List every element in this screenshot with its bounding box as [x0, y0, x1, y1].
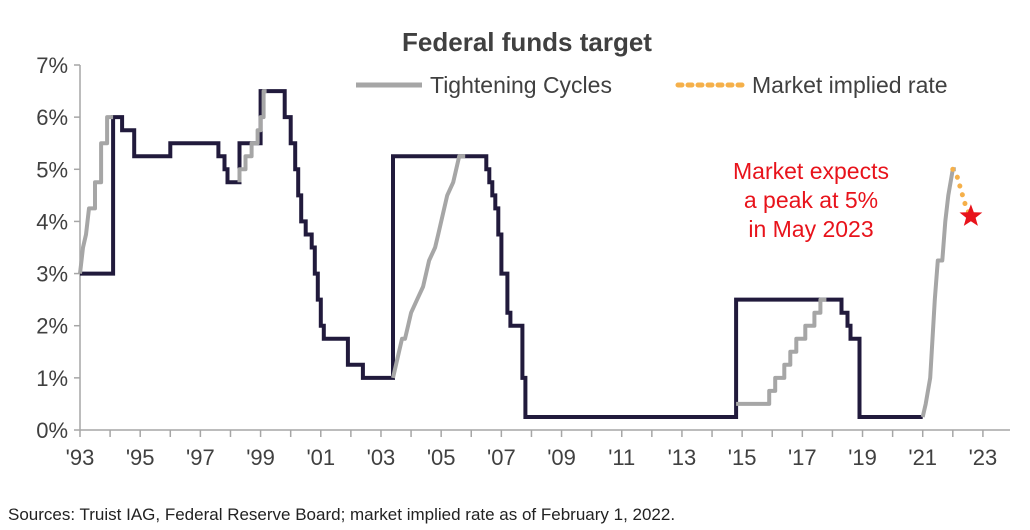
annotation-line-2: a peak at 5%	[744, 187, 878, 213]
x-tick-label: '17	[788, 445, 817, 470]
market-implied-rate-line	[950, 166, 974, 219]
annotation-line-3: in May 2023	[748, 216, 873, 242]
legend: Tightening Cycles Market implied rate	[356, 72, 948, 98]
x-tick-label: '03	[367, 445, 396, 470]
x-tick-label: '97	[186, 445, 215, 470]
x-tick-label: '07	[487, 445, 516, 470]
x-tick-label: '13	[668, 445, 697, 470]
legend-label-tightening: Tightening Cycles	[430, 72, 612, 98]
annotation: Market expects a peak at 5% in May 2023	[733, 158, 889, 242]
y-axis: 0% 1% 2% 3% 4% 5% 6% 7%	[36, 53, 81, 443]
source-note: Sources: Truist IAG, Federal Reserve Boa…	[8, 505, 675, 524]
x-tick-label: '23	[969, 445, 998, 470]
chart-title: Federal funds target	[402, 27, 652, 57]
y-tick-label: 1%	[36, 366, 68, 391]
x-tick-label: '21	[908, 445, 937, 470]
y-tick-label: 5%	[36, 157, 68, 182]
x-tick-label: '99	[246, 445, 275, 470]
y-tick-label: 2%	[36, 314, 68, 339]
tightening-cycle-line	[736, 297, 827, 406]
y-tick-label: 7%	[36, 53, 68, 78]
series-layer	[78, 89, 983, 419]
tightening-cycle-line	[237, 89, 267, 183]
x-tick-label: '15	[728, 445, 757, 470]
x-tick-label: '01	[306, 445, 335, 470]
tightening-cycle-line	[391, 154, 466, 379]
x-axis: '93 '95 '97 '99 '01 '03 '05 '07 '09 '11 '13 '15 '17 '…	[66, 429, 1010, 470]
peak-star-marker	[959, 204, 983, 226]
y-tick-label: 0%	[36, 418, 68, 443]
x-tick-label: '19	[848, 445, 877, 470]
y-tick-label: 3%	[36, 262, 68, 287]
y-tick-label: 4%	[36, 209, 68, 234]
x-tick-label: '95	[126, 445, 155, 470]
x-tick-label: '05	[427, 445, 456, 470]
x-tick-label: '93	[66, 445, 95, 470]
x-tick-label: '11	[608, 445, 635, 470]
fed-funds-line	[80, 89, 923, 419]
annotation-line-1: Market expects	[733, 158, 889, 184]
legend-label-market: Market implied rate	[752, 72, 948, 98]
tightening-cycle-line	[920, 167, 956, 418]
x-tick-label: '09	[547, 445, 576, 470]
tightening-cycle-line	[78, 115, 114, 274]
y-tick-label: 6%	[36, 105, 68, 130]
